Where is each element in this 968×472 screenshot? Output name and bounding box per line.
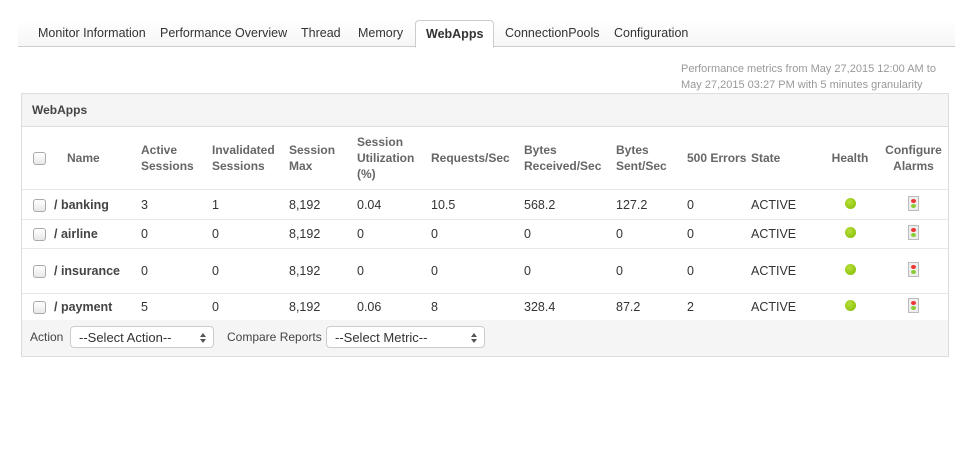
cell-util: 0.06: [357, 293, 431, 320]
webapp-name[interactable]: / insurance: [54, 248, 141, 294]
action-select[interactable]: --Select Action--: [70, 326, 214, 348]
col-session-utilization[interactable]: Session Utilization (%): [357, 135, 415, 181]
tab-bar: Monitor Information Performance Overview…: [18, 20, 955, 48]
cell-max: 8,192: [289, 248, 357, 294]
col-requests-sec[interactable]: Requests/Sec: [431, 151, 510, 165]
cell-req: 10.5: [431, 189, 524, 220]
cell-recv: 328.4: [524, 293, 616, 320]
cell-sent: 87.2: [616, 293, 687, 320]
health-status-icon: [844, 197, 856, 209]
cell-active: 0: [141, 219, 212, 249]
row-checkbox[interactable]: [33, 265, 46, 279]
cell-sent: 0: [616, 248, 687, 294]
cell-errors: 0: [687, 189, 751, 220]
row-checkbox[interactable]: [33, 198, 46, 212]
col-name[interactable]: Name: [67, 151, 100, 165]
health-status-icon: [844, 299, 856, 311]
select-arrows-icon: [471, 333, 477, 343]
tab-connectionpools[interactable]: ConnectionPools: [505, 26, 600, 40]
col-bytes-received[interactable]: Bytes Received/Sec: [524, 143, 602, 173]
configure-alarms-icon[interactable]: [908, 297, 919, 313]
compare-metric-select[interactable]: --Select Metric--: [326, 326, 485, 348]
cell-errors: 0: [687, 248, 751, 294]
webapps-table: Name Active Sessions Invalidated Session…: [22, 127, 948, 320]
table-row[interactable]: / payment 5 0 8,192 0.06 8 328.4 87.2 2 ACTIVE: [22, 293, 948, 320]
table-header-row: Name Active Sessions Invalidated Session…: [22, 127, 948, 190]
cell-sent: 127.2: [616, 189, 687, 220]
cell-recv: 568.2: [524, 189, 616, 220]
webapps-panel: WebApps Name Active Sessions Invalidated…: [21, 93, 949, 357]
metrics-range-note: Performance metrics from May 27,2015 12:…: [681, 61, 966, 93]
select-all-checkbox[interactable]: [33, 152, 46, 166]
table-row[interactable]: / airline 0 0 8,192 0 0 0 0 0 ACTIVE: [22, 219, 948, 249]
col-invalidated-sessions[interactable]: Invalidated Sessions: [212, 143, 275, 173]
cell-max: 8,192: [289, 219, 357, 249]
cell-sent: 0: [616, 219, 687, 249]
tab-webapps[interactable]: WebApps: [415, 20, 495, 48]
col-configure-alarms: Configure Alarms: [885, 143, 942, 173]
cell-active: 5: [141, 293, 212, 320]
webapp-name[interactable]: / payment: [54, 293, 141, 320]
cell-state: ACTIVE: [751, 248, 821, 294]
metrics-range-line1: Performance metrics from May 27,2015 12:…: [681, 63, 936, 75]
webapp-name[interactable]: / banking: [54, 189, 141, 220]
cell-invalidated: 0: [212, 248, 289, 294]
tab-memory[interactable]: Memory: [358, 26, 404, 40]
tab-monitor-information[interactable]: Monitor Information: [38, 26, 146, 40]
cell-errors: 0: [687, 219, 751, 249]
col-state[interactable]: State: [751, 151, 781, 165]
configure-alarms-icon[interactable]: [908, 262, 919, 277]
cell-errors: 2: [687, 293, 751, 320]
col-bytes-sent[interactable]: Bytes Sent/Sec: [616, 143, 667, 173]
cell-state: ACTIVE: [751, 293, 821, 320]
configure-alarms-icon[interactable]: [908, 225, 919, 240]
col-health: Health: [831, 151, 869, 165]
cell-req: 0: [431, 219, 524, 249]
webapp-name[interactable]: / airline: [54, 219, 141, 249]
action-label: Action: [30, 330, 64, 344]
table-row[interactable]: / banking 3 1 8,192 0.04 10.5 568.2 127.2 0 ACTIV…: [22, 189, 948, 220]
cell-req: 8: [431, 293, 524, 320]
table-footer: Action --Select Action-- Compare Reports…: [22, 318, 948, 356]
select-arrows-icon: [200, 333, 206, 343]
action-select-value: --Select Action--: [79, 330, 172, 345]
col-active-sessions[interactable]: Active Sessions: [141, 143, 194, 173]
cell-invalidated: 1: [212, 189, 289, 220]
panel-title: WebApps: [22, 94, 948, 127]
col-500-errors[interactable]: 500 Errors: [687, 151, 747, 165]
cell-util: 0: [357, 248, 431, 294]
cell-active: 0: [141, 248, 212, 294]
cell-max: 8,192: [289, 189, 357, 220]
cell-recv: 0: [524, 219, 616, 249]
cell-invalidated: 0: [212, 293, 289, 320]
table-row[interactable]: / insurance 0 0 8,192 0 0 0 0 0 ACTIVE: [22, 248, 948, 294]
cell-state: ACTIVE: [751, 219, 821, 249]
cell-util: 0: [357, 219, 431, 249]
health-status-icon: [844, 227, 856, 238]
compare-select-value: --Select Metric--: [335, 330, 428, 345]
tab-thread[interactable]: Thread: [301, 26, 341, 40]
tab-performance-overview[interactable]: Performance Overview: [160, 26, 288, 40]
tab-configuration[interactable]: Configuration: [614, 26, 689, 40]
health-status-icon: [844, 264, 856, 275]
cell-req: 0: [431, 248, 524, 294]
cell-invalidated: 0: [212, 219, 289, 249]
compare-reports-label: Compare Reports: [227, 330, 322, 344]
configure-alarms-icon[interactable]: [908, 195, 919, 211]
col-session-max[interactable]: Session Max: [289, 143, 336, 173]
cell-max: 8,192: [289, 293, 357, 320]
metrics-range-line2: May 27,2015 03:27 PM with 5 minutes gran…: [681, 79, 923, 91]
cell-state: ACTIVE: [751, 189, 821, 220]
row-checkbox[interactable]: [33, 300, 46, 314]
cell-recv: 0: [524, 248, 616, 294]
row-checkbox[interactable]: [33, 228, 46, 242]
cell-util: 0.04: [357, 189, 431, 220]
cell-active: 3: [141, 189, 212, 220]
